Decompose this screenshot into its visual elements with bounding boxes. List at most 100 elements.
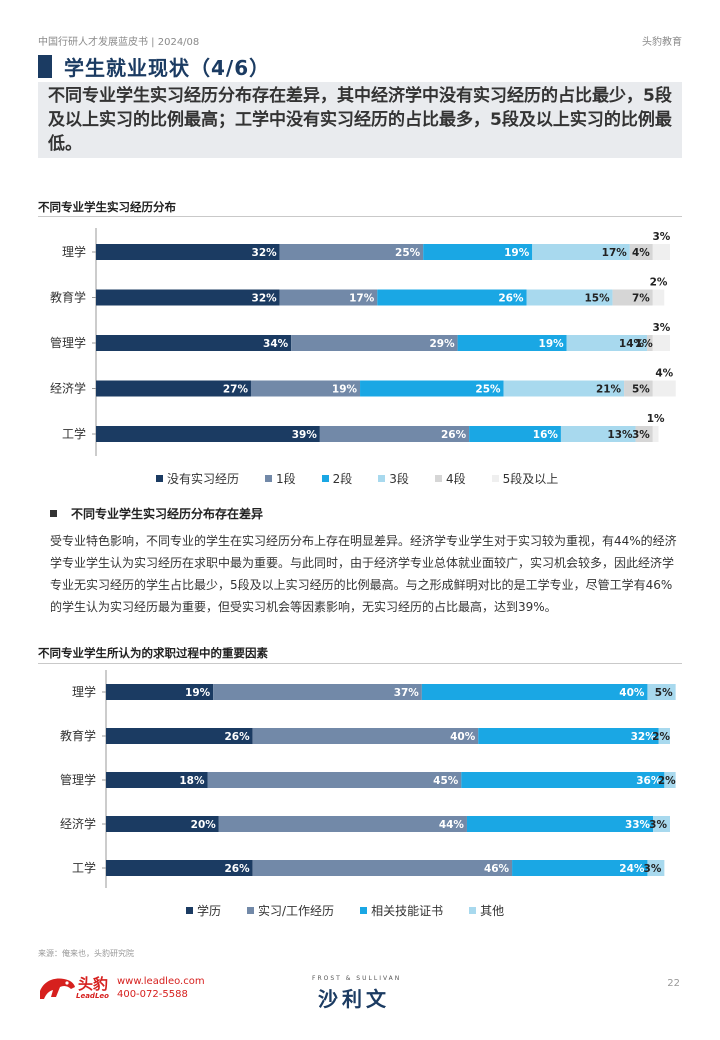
analysis-paragraph: 受专业特色影响，不同专业的学生在实习经历分布上存在明显差异。经济学专业学生对于实…: [50, 534, 677, 614]
bar-segment: [106, 816, 219, 832]
data-label: 17%: [602, 247, 628, 259]
legend-item: 1段: [265, 470, 296, 487]
data-label: 13%: [607, 429, 633, 441]
data-label: 3%: [632, 429, 650, 441]
bar-segment: [218, 816, 467, 832]
bar-segment: [96, 426, 320, 442]
legend-label: 1段: [276, 472, 296, 486]
chart1-internship-distribution: 理学 32% 25% 19% 17% 4%3%教育学 32% 17% 26% 15% 7%2%管理学…: [50, 228, 676, 456]
data-label: 18%: [179, 775, 205, 787]
data-label: 40%: [619, 687, 645, 699]
data-label: 3%: [644, 863, 662, 875]
bar-segment: [279, 289, 378, 306]
bar-segment: [250, 380, 361, 397]
data-label: 4%: [655, 368, 673, 380]
chart2-job-factors: 理学 19% 37% 40% 5%教育学 26% 40% 32%2%管理学 18% 45% 36%2…: [60, 670, 676, 888]
bar-segment: [96, 289, 280, 306]
website-link[interactable]: www.leadleo.com: [116, 976, 205, 987]
bar-segment: [291, 335, 458, 351]
bullet-heading-text: 不同专业学生实习经历分布存在差异: [71, 507, 264, 521]
data-label: 40%: [450, 731, 476, 743]
data-label: 3%: [652, 231, 670, 243]
bar-segment: [213, 684, 422, 700]
legend-item: 2段: [321, 470, 353, 487]
category-label: 教育学: [50, 290, 86, 305]
bar-segment: [106, 728, 253, 744]
data-label: 34%: [263, 338, 289, 350]
bar-segment: [526, 289, 613, 306]
legend-item: 其他: [469, 902, 504, 919]
data-label: 21%: [596, 384, 622, 396]
legend-item: 实习/工作经历: [247, 902, 334, 919]
bar-segment: [624, 380, 653, 397]
data-label: 45%: [433, 775, 459, 787]
legend-label: 4段: [445, 472, 466, 486]
data-label: 32%: [252, 247, 278, 259]
bar-segment: [653, 816, 670, 832]
leopard-logo-icon: [40, 978, 75, 999]
legend-label: 相关技能证书: [371, 904, 444, 918]
legend-label: 实习/工作经历: [258, 904, 335, 918]
legend-swatch: [265, 475, 273, 482]
legend-label: 没有实习经历: [167, 472, 240, 486]
data-label: 3%: [652, 322, 670, 334]
bar-segment: [652, 289, 665, 306]
data-label: 16%: [533, 429, 559, 441]
partner-logo-small: FROST & SULLIVAN: [312, 975, 402, 982]
bar-segment: [457, 335, 567, 351]
data-label: 39%: [292, 429, 318, 441]
legend-label: 3段: [389, 472, 409, 486]
legend-label: 学历: [197, 904, 222, 918]
logo-text: 头豹: [78, 975, 109, 993]
bar-segment: [466, 816, 654, 832]
data-label: 5%: [632, 384, 650, 396]
bar-segment: [652, 426, 659, 442]
data-label: 14%: [619, 338, 645, 350]
data-label: 5%: [655, 687, 673, 699]
chart2-legend: 学历 实习/工作经历 相关技能证书 其他: [186, 902, 530, 919]
phone-number: 400-072-5588: [116, 989, 188, 1000]
chart2-divider: [38, 663, 682, 664]
bar-segment: [461, 772, 665, 788]
data-label: 17%: [349, 293, 375, 305]
data-label: 7%: [632, 293, 650, 305]
legend-label: 5段及以上: [502, 472, 559, 486]
data-label: 24%: [619, 863, 645, 875]
data-label: 19%: [332, 384, 358, 396]
bar-segment: [532, 244, 630, 260]
data-label: 2%: [650, 277, 668, 289]
legend-swatch: [321, 475, 329, 482]
source-note: 来源：俺来也，头豹研究院: [38, 949, 134, 958]
page-number: 22: [667, 978, 680, 989]
category-label: 经济学: [60, 816, 96, 831]
bar-segment: [106, 860, 253, 876]
data-label: 32%: [631, 731, 657, 743]
data-label: 44%: [439, 819, 465, 831]
bullet-heading: 不同专业学生实习经历分布存在差异: [50, 505, 263, 522]
leadleo-logo: 头豹 LeadLeo www.leadleo.com 400-072-5588: [38, 972, 205, 1004]
title-accent-bar: [38, 55, 52, 78]
chart1-legend: 没有实习经历 1段 2段 3段 4段 5段及以上: [156, 470, 584, 487]
bar-segment: [612, 289, 653, 306]
legend-swatch: [378, 475, 386, 482]
legend-swatch: [186, 907, 193, 914]
category-label: 教育学: [60, 728, 96, 743]
category-label: 管理学: [50, 335, 86, 350]
bar-segment: [664, 772, 676, 788]
data-label: 3%: [649, 819, 667, 831]
legend-label: 2段: [332, 472, 353, 486]
data-label: 26%: [224, 731, 250, 743]
bar-segment: [423, 244, 533, 260]
data-label: 2%: [658, 775, 676, 787]
bar-segment: [512, 860, 648, 876]
data-label: 19%: [185, 687, 211, 699]
category-label: 管理学: [60, 772, 96, 787]
data-label: 27%: [223, 384, 249, 396]
data-label: 29%: [429, 338, 455, 350]
category-label: 工学: [62, 426, 86, 441]
data-label: 33%: [625, 819, 651, 831]
category-label: 工学: [72, 860, 96, 875]
legend-swatch: [156, 475, 163, 482]
bar-segment: [360, 380, 504, 397]
partner-logo-chinese: 沙利文: [318, 987, 390, 1011]
